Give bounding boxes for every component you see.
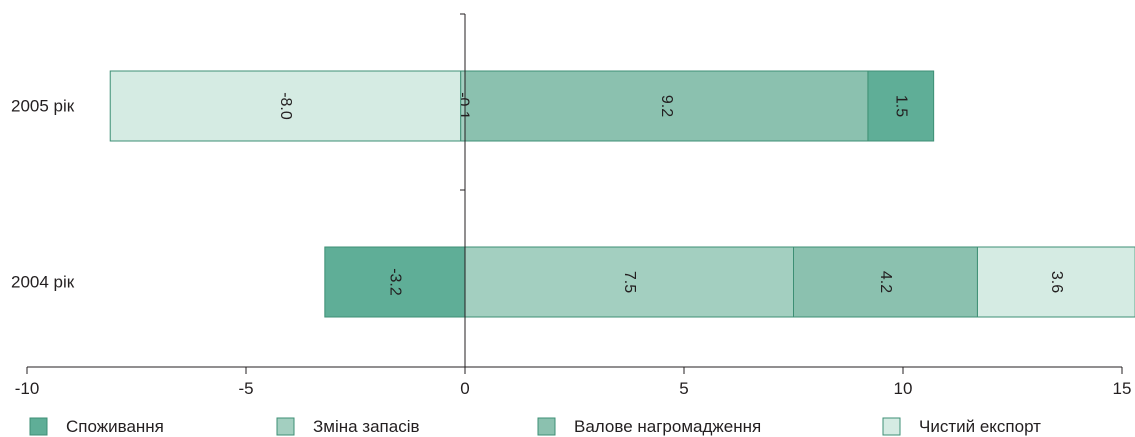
data-label-2005-рік-споживання: 1.5 bbox=[892, 95, 909, 117]
legend-swatch-чистий-експорт bbox=[882, 417, 901, 436]
x-tick-label-15: 15 bbox=[1113, 379, 1132, 398]
legend-label-зміна-запасів: Зміна запасів bbox=[313, 417, 420, 436]
legend-label-чистий-експорт: Чистий експорт bbox=[919, 417, 1041, 436]
bar-2004-рік-валове-нагромадження bbox=[793, 246, 978, 318]
category-labels-layer: 2005 рік 2004 рік bbox=[11, 97, 75, 292]
bar-2004-рік-зміна-запасів bbox=[464, 246, 794, 318]
x-tick-label-0: 0 bbox=[460, 379, 469, 398]
category-label-2004-рік: 2004 рік bbox=[11, 273, 75, 292]
legend-swatch-валове-нагромадження bbox=[537, 417, 556, 436]
bar-2004-рік-споживання bbox=[324, 246, 466, 318]
x-tick-label-10: -10 bbox=[15, 379, 40, 398]
bar-2005-рік-споживання bbox=[867, 70, 935, 142]
legend: Споживання Зміна запасів Валове нагромадже… bbox=[29, 417, 1041, 436]
bar-2004-рік-чистий-експорт bbox=[976, 246, 1135, 318]
legend-swatch-зміна-запасів bbox=[276, 417, 295, 436]
data-label-2004-рік-споживання: -3.2 bbox=[386, 268, 403, 296]
data-label-2004-рік-зміна-запасів: 7.5 bbox=[621, 271, 638, 293]
data-label-2005-рік-чистий-експорт: -8.0 bbox=[277, 92, 294, 120]
x-tick-label-10: 10 bbox=[894, 379, 913, 398]
bar-2005-рік-валове-нагромадження bbox=[464, 70, 869, 142]
legend-swatch-споживання bbox=[29, 417, 48, 436]
data-label-2004-рік-валове-нагромадження: 4.2 bbox=[877, 271, 894, 293]
category-label-2005-рік: 2005 рік bbox=[11, 97, 75, 116]
x-ticks-layer: -10 -5 0 5 10 15 bbox=[15, 367, 1132, 398]
bars-layer: 9.2 1.5-0.1-8.07.5 4.2 3.6-3.2 bbox=[109, 70, 1135, 318]
x-tick-label-5: -5 bbox=[238, 379, 253, 398]
x-tick-label-5: 5 bbox=[679, 379, 688, 398]
legend-label-валове-нагромадження: Валове нагромадження bbox=[574, 417, 761, 436]
axes-layer bbox=[27, 13, 1122, 368]
legend-label-споживання: Споживання bbox=[66, 417, 164, 436]
bar-2005-рік-чистий-експорт bbox=[109, 70, 462, 142]
data-label-2004-рік-чистий-експорт: 3.6 bbox=[1048, 271, 1065, 293]
data-label-2005-рік-валове-нагромадження: 9.2 bbox=[658, 95, 675, 117]
